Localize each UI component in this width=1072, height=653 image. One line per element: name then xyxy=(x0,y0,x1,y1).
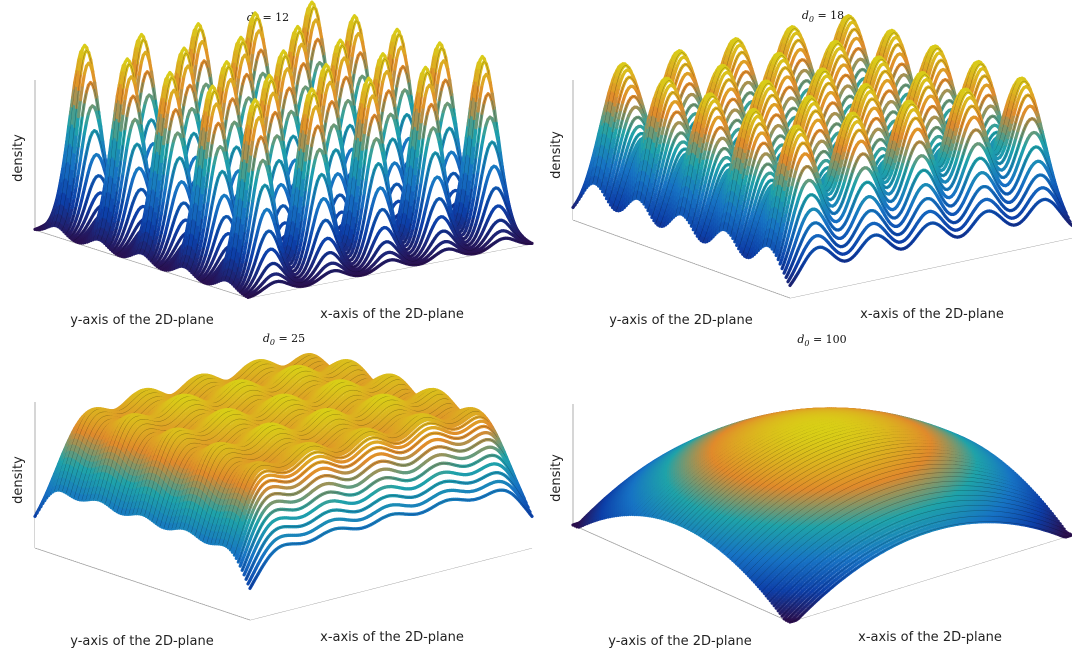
surface-segment xyxy=(194,64,196,79)
surface-segment xyxy=(206,50,208,61)
surface-segment xyxy=(310,30,312,42)
surface-segment xyxy=(80,147,82,161)
surface-segment xyxy=(84,123,86,134)
panel-d0-12: d0 = 12 density y-axis of the 2D-plane x… xyxy=(11,2,532,328)
surface-segment xyxy=(253,41,255,53)
surface-segment xyxy=(76,117,78,135)
surface-segment xyxy=(320,29,322,40)
surface-segment xyxy=(139,63,141,75)
surface-segment xyxy=(83,74,85,86)
surface-segment xyxy=(149,61,151,72)
surface-segment xyxy=(308,42,310,57)
surface-segment xyxy=(74,134,76,152)
surface-segment xyxy=(82,134,84,147)
surface-segment xyxy=(76,174,78,187)
surface-segment xyxy=(93,72,95,83)
surface-segment xyxy=(196,52,198,64)
surface-segment xyxy=(78,100,80,117)
surface-segment xyxy=(72,152,74,169)
surface-segment xyxy=(251,53,253,68)
surface-segment xyxy=(137,74,139,89)
surface-segment xyxy=(263,40,265,51)
surface-segment xyxy=(74,186,76,197)
surface-segment xyxy=(78,160,80,173)
surface-segment xyxy=(81,85,83,100)
